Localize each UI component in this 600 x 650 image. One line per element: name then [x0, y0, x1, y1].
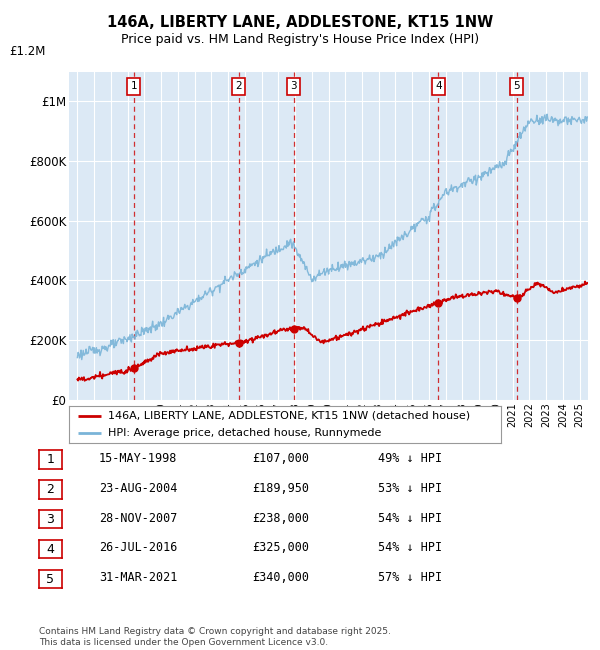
Text: 2: 2: [235, 81, 242, 92]
Text: 57% ↓ HPI: 57% ↓ HPI: [378, 571, 442, 584]
Text: 53% ↓ HPI: 53% ↓ HPI: [378, 482, 442, 495]
Text: 5: 5: [46, 573, 55, 586]
Text: HPI: Average price, detached house, Runnymede: HPI: Average price, detached house, Runn…: [108, 428, 381, 438]
Text: 4: 4: [435, 81, 442, 92]
Text: 28-NOV-2007: 28-NOV-2007: [99, 512, 178, 525]
Text: £238,000: £238,000: [252, 512, 309, 525]
Text: 146A, LIBERTY LANE, ADDLESTONE, KT15 1NW: 146A, LIBERTY LANE, ADDLESTONE, KT15 1NW: [107, 15, 493, 31]
Text: 49% ↓ HPI: 49% ↓ HPI: [378, 452, 442, 465]
Text: £1.2M: £1.2M: [10, 46, 46, 58]
Text: 23-AUG-2004: 23-AUG-2004: [99, 482, 178, 495]
Text: 1: 1: [46, 453, 55, 466]
Text: £340,000: £340,000: [252, 571, 309, 584]
Text: 54% ↓ HPI: 54% ↓ HPI: [378, 512, 442, 525]
Text: 15-MAY-1998: 15-MAY-1998: [99, 452, 178, 465]
Text: 54% ↓ HPI: 54% ↓ HPI: [378, 541, 442, 554]
Text: £107,000: £107,000: [252, 452, 309, 465]
Text: £325,000: £325,000: [252, 541, 309, 554]
Text: 3: 3: [290, 81, 297, 92]
Text: Contains HM Land Registry data © Crown copyright and database right 2025.
This d: Contains HM Land Registry data © Crown c…: [39, 627, 391, 647]
Text: 2: 2: [46, 483, 55, 496]
Text: 3: 3: [46, 513, 55, 526]
Text: 26-JUL-2016: 26-JUL-2016: [99, 541, 178, 554]
Text: 5: 5: [514, 81, 520, 92]
Text: Price paid vs. HM Land Registry's House Price Index (HPI): Price paid vs. HM Land Registry's House …: [121, 32, 479, 46]
Text: £189,950: £189,950: [252, 482, 309, 495]
Text: 146A, LIBERTY LANE, ADDLESTONE, KT15 1NW (detached house): 146A, LIBERTY LANE, ADDLESTONE, KT15 1NW…: [108, 411, 470, 421]
Text: 1: 1: [130, 81, 137, 92]
Text: 31-MAR-2021: 31-MAR-2021: [99, 571, 178, 584]
Text: 4: 4: [46, 543, 55, 556]
